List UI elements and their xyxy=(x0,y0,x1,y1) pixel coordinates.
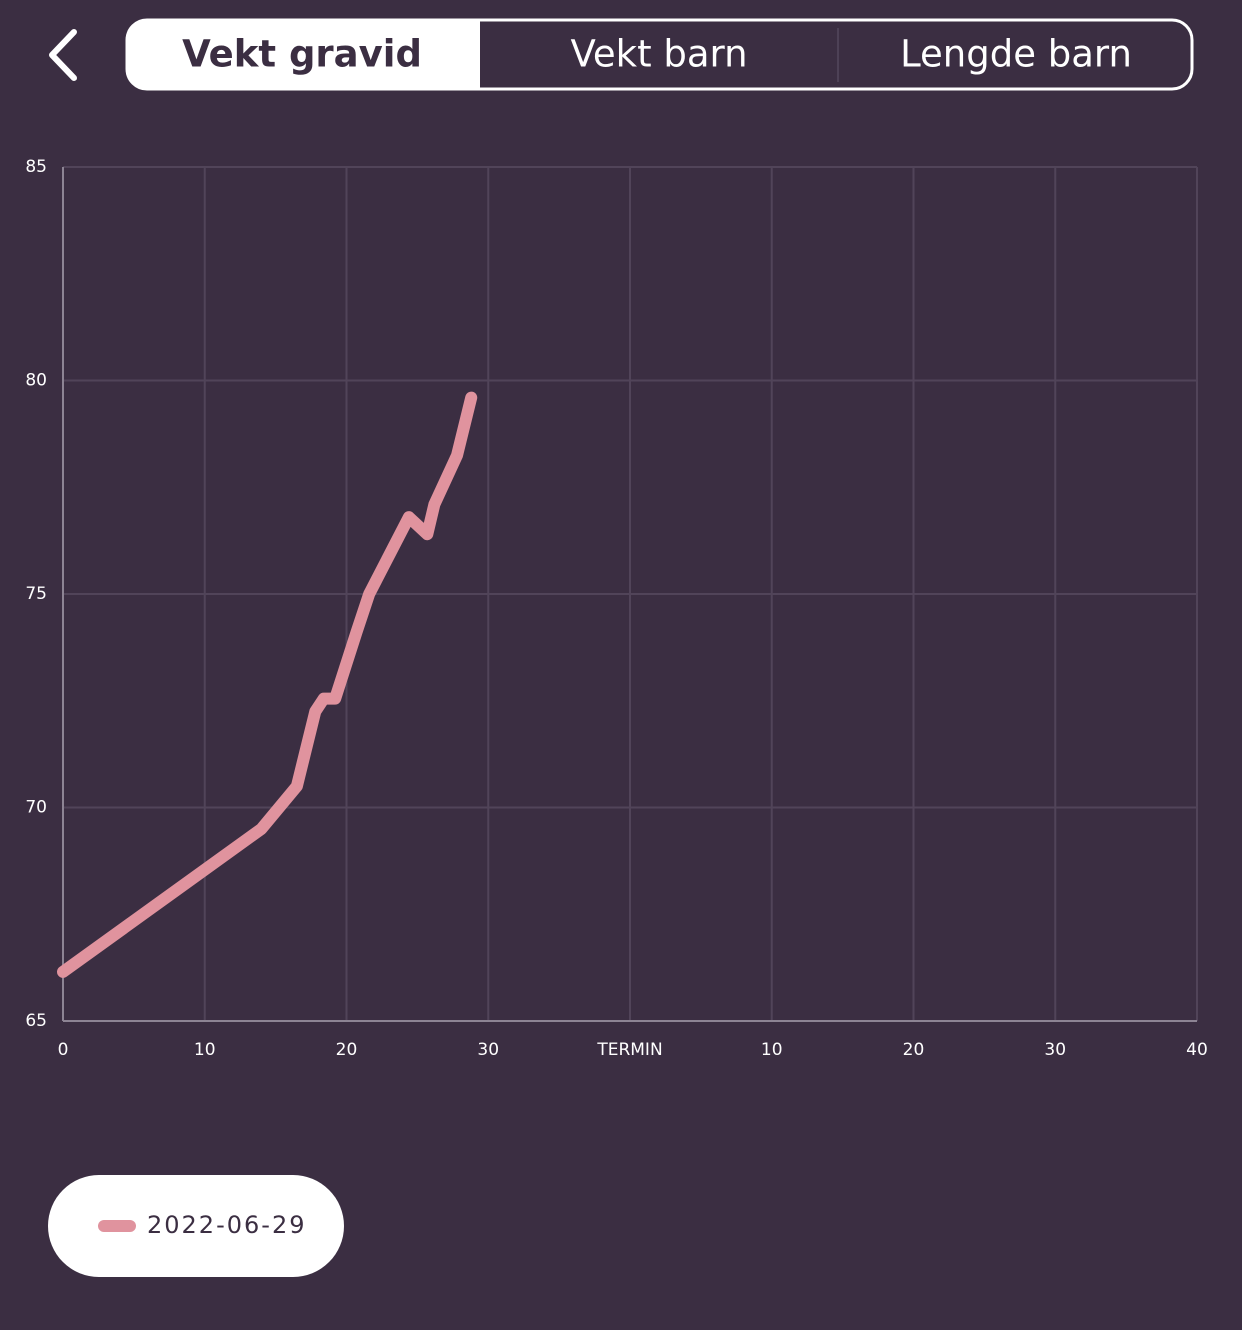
x-tick-label: 10 xyxy=(761,1040,783,1060)
tab[interactable]: Lengde barn xyxy=(900,33,1132,76)
chart: 65 70 75 80 85 0 10 20 30 TERMIN 10 20 30 40 xyxy=(25,157,1207,1060)
x-tick-label: 20 xyxy=(336,1040,358,1060)
x-tick-label: 40 xyxy=(1186,1040,1208,1060)
x-tick-label: 10 xyxy=(194,1040,216,1060)
data-line xyxy=(57,391,478,978)
y-tick-label: 80 xyxy=(25,371,47,391)
legend xyxy=(48,1175,344,1277)
y-tick-label: 75 xyxy=(25,584,47,604)
x-tick-label: TERMIN xyxy=(596,1040,662,1060)
legend-items: 2022-06-29 xyxy=(98,1211,306,1239)
x-tick-label: 30 xyxy=(477,1040,499,1060)
x-tick-label: 0 xyxy=(58,1040,69,1060)
legend-label: 2022-06-29 xyxy=(147,1211,306,1239)
tab[interactable]: Vekt gravid xyxy=(182,33,422,76)
x-tick-label: 20 xyxy=(903,1040,925,1060)
tab[interactable]: Vekt barn xyxy=(570,33,747,76)
back-button[interactable] xyxy=(49,29,77,81)
x-tick-label: 30 xyxy=(1044,1040,1066,1060)
y-tick-label: 65 xyxy=(25,1011,47,1031)
y-tick-label: 70 xyxy=(25,798,47,818)
selected-tab-bg xyxy=(127,20,480,89)
y-tick-label: 85 xyxy=(25,157,47,177)
